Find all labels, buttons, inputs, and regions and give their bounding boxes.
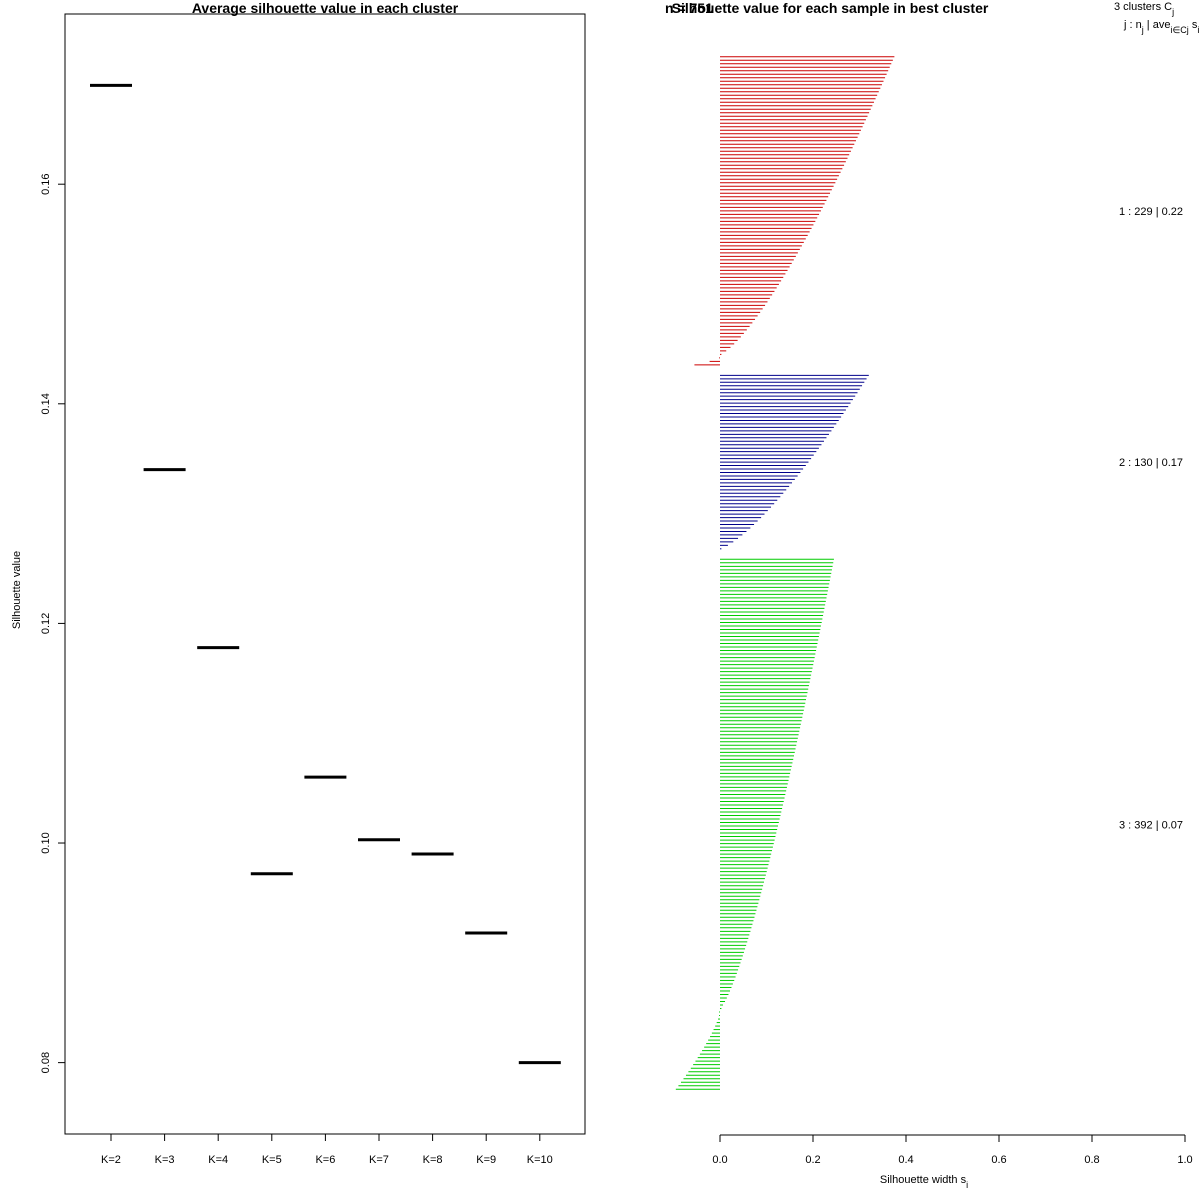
left-plot-frame xyxy=(64,13,586,1135)
left-chart-title: Average silhouette value in each cluster xyxy=(192,0,459,16)
left-x-tick-label: K=5 xyxy=(262,1154,282,1166)
right-x-tick-label: 0.4 xyxy=(898,1154,913,1166)
cluster-2-label: 2 : 130 | 0.17 xyxy=(1119,457,1183,469)
right-x-axis-label: Silhouette width si xyxy=(880,1174,968,1190)
right-x-tick-label: 0.2 xyxy=(805,1154,820,1166)
left-x-tick-label: K=4 xyxy=(208,1154,228,1166)
cluster-3-label: 3 : 392 | 0.07 xyxy=(1119,819,1183,831)
legend-subheader: j : nj | avei∈Cj si xyxy=(1123,19,1199,35)
right-silhouette-bars xyxy=(675,56,895,1090)
left-x-tick-label: K=6 xyxy=(315,1154,335,1166)
left-y-tick-label: 0.16 xyxy=(40,173,52,194)
left-y-axis: 0.08 0.10 0.12 0.14 0.16 xyxy=(40,173,66,1073)
left-y-axis-label: Silhouette value xyxy=(11,551,23,629)
left-marks xyxy=(90,83,561,1065)
legend-header: 3 clusters Cj xyxy=(1114,1,1174,17)
left-x-tick-label: K=10 xyxy=(527,1154,553,1166)
right-legend: 3 clusters Cj j : nj | avei∈Cj si xyxy=(1114,1,1199,35)
cluster-1-label: 1 : 229 | 0.22 xyxy=(1119,206,1183,218)
right-cluster-labels: 1 : 229 | 0.22 2 : 130 | 0.17 3 : 392 | 0.… xyxy=(1119,206,1183,831)
right-x-tick-label: 1.0 xyxy=(1177,1154,1192,1166)
left-y-tick-label: 0.08 xyxy=(40,1052,52,1073)
left-x-tick-label: K=9 xyxy=(476,1154,496,1166)
right-chart-title: Silhouette value for each sample in best… xyxy=(672,0,989,16)
left-x-tick-label: K=8 xyxy=(423,1154,443,1166)
left-x-tick-label: K=7 xyxy=(369,1154,389,1166)
left-x-axis: K=2 K=3 K=4 K=5 K=6 K=7 K=8 K=9 K=10 xyxy=(101,1134,553,1166)
left-y-tick-label: 0.12 xyxy=(40,613,52,634)
right-x-axis: 0.0 0.2 0.4 0.6 0.8 1.0 xyxy=(712,1135,1193,1166)
left-x-tick-label: K=3 xyxy=(155,1154,175,1166)
left-x-tick-label: K=2 xyxy=(101,1154,121,1166)
left-y-tick-label: 0.10 xyxy=(40,832,52,853)
right-x-tick-label: 0.6 xyxy=(991,1154,1006,1166)
right-chart-title-prefix: n = 751 xyxy=(665,0,713,16)
left-chart-panel: Average silhouette value in each cluster… xyxy=(11,0,586,1166)
right-chart-panel: n = 751 Silhouette value for each sample… xyxy=(665,0,1199,1190)
right-x-tick-label: 0.8 xyxy=(1084,1154,1099,1166)
left-y-tick-label: 0.14 xyxy=(40,393,52,414)
right-x-tick-label: 0.0 xyxy=(712,1154,727,1166)
